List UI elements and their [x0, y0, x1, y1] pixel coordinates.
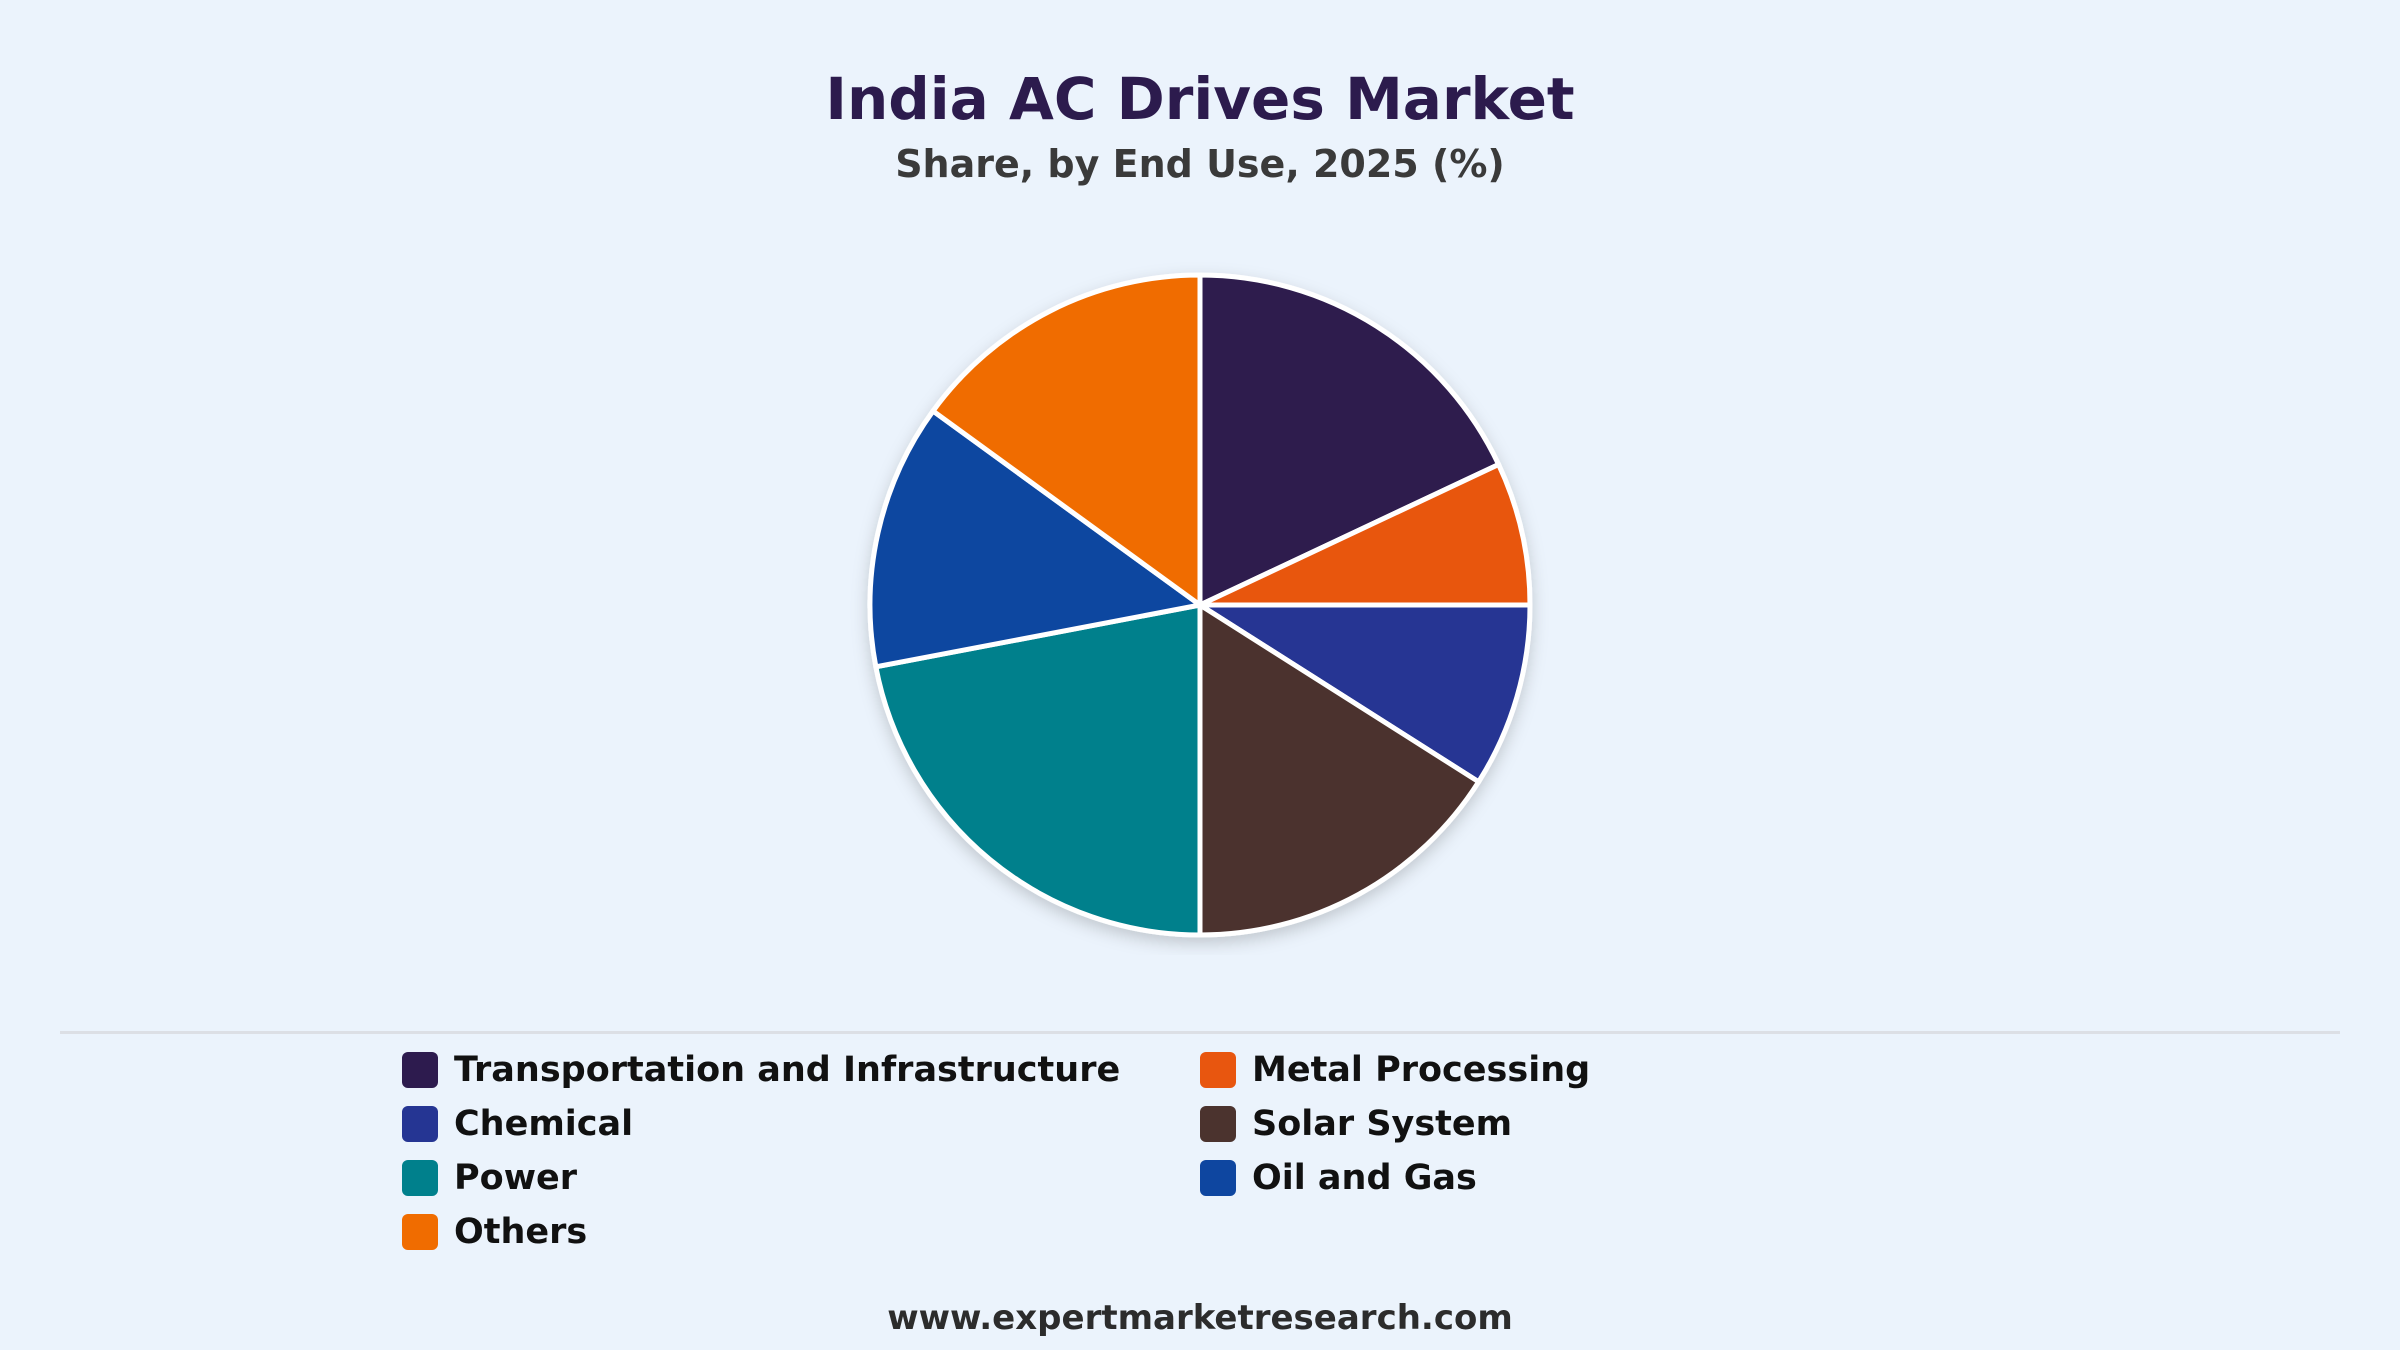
legend-swatch [402, 1160, 438, 1196]
legend-swatch [1200, 1052, 1236, 1088]
legend-divider [60, 1031, 2340, 1034]
legend-label: Others [454, 1212, 588, 1252]
legend-label: Oil and Gas [1252, 1158, 1477, 1198]
legend-swatch [402, 1052, 438, 1088]
pie-slice-oil-and-gas [867, 408, 1203, 670]
legend-swatch [402, 1214, 438, 1250]
chart-legend: Transportation and Infrastructure Metal P… [402, 1043, 1802, 1263]
legend-label: Solar System [1252, 1104, 1513, 1144]
pie-slice-transportation-and-infrastructure [1197, 272, 1502, 608]
legend-swatch [1200, 1106, 1236, 1142]
pie-slice-power [873, 602, 1203, 938]
legend-item-others: Others [402, 1205, 587, 1259]
legend-item-chemical: Chemical [402, 1097, 633, 1151]
legend-swatch [402, 1106, 438, 1142]
legend-item-oil-and-gas: Oil and Gas [1200, 1151, 1477, 1205]
legend-item-power: Power [402, 1151, 577, 1205]
legend-label: Transportation and Infrastructure [454, 1050, 1121, 1090]
pie-slice-metal-processing [1197, 461, 1533, 608]
pie-slice-chemical [1197, 602, 1533, 785]
legend-item-transportation-and-infrastructure: Transportation and Infrastructure [402, 1043, 1120, 1097]
pie-slice-solar-system [1197, 602, 1482, 938]
legend-label: Chemical [454, 1104, 634, 1144]
legend-item-metal-processing: Metal Processing [1200, 1043, 1590, 1097]
chart-title: India AC Drives Market [825, 65, 1575, 133]
legend-label: Metal Processing [1252, 1050, 1591, 1090]
source-footer: www.expertmarketresearch.com [887, 1298, 1513, 1338]
pie-slice-others [930, 272, 1203, 608]
chart-subtitle: Share, by End Use, 2025 (%) [895, 142, 1505, 186]
legend-item-solar-system: Solar System [1200, 1097, 1512, 1151]
legend-label: Power [454, 1158, 578, 1198]
pie-chart [867, 272, 1533, 938]
legend-swatch [1200, 1160, 1236, 1196]
